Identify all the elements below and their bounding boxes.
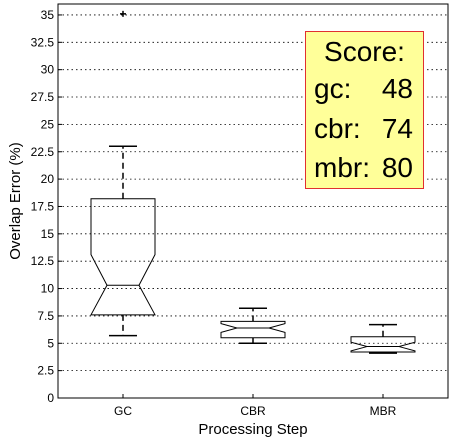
x-tick-label: MBR [370, 404, 397, 418]
y-axis-label: Overlap Error (%) [7, 142, 24, 260]
y-tick-label: 0 [47, 391, 54, 405]
box-mbr [350, 336, 416, 353]
y-tick-label: 17.5 [31, 199, 55, 213]
box-gc [90, 198, 156, 316]
y-tick-label: 2.5 [37, 364, 54, 378]
y-tick-label: 32.5 [31, 35, 55, 49]
score-row-mbr: mbr: 80 [314, 151, 417, 185]
x-tick-label: CBR [240, 404, 266, 418]
score-label: gc: [314, 73, 352, 104]
box-plots [90, 10, 416, 354]
y-tick-label: 5 [47, 336, 54, 350]
y-tick-label: 25 [41, 117, 55, 131]
x-tick-label: GC [114, 404, 132, 418]
score-label: mbr: [314, 152, 370, 183]
score-label: cbr: [314, 113, 361, 144]
y-tick-label: 12.5 [31, 254, 55, 268]
y-tick-label: 35 [41, 8, 55, 22]
y-tick-label: 15 [41, 227, 55, 241]
y-tick-label: 30 [41, 63, 55, 77]
score-row-gc: gc: 48 [314, 72, 417, 106]
y-tick-label: 22.5 [31, 145, 55, 159]
score-title: Score: [324, 36, 405, 67]
x-axis-label: Processing Step [198, 421, 307, 438]
score-value: 80 [381, 152, 413, 183]
y-tick-label: 7.5 [37, 309, 54, 323]
score-value: 74 [381, 113, 413, 144]
score-value: 48 [381, 73, 413, 104]
box-cbr [220, 320, 286, 339]
y-tick-label: 20 [41, 172, 55, 186]
score-box: Score: gc: 48 cbr: 74 mbr: 80 [305, 31, 424, 189]
axis-ticks: 0 2.5 5 7.5 10 12.5 15 17.5 20 22.5 25 27.5 30 32.5 35… [31, 8, 397, 418]
y-tick-label: 10 [41, 282, 55, 296]
y-tick-label: 27.5 [31, 90, 55, 104]
score-row-cbr: cbr: 74 [314, 112, 417, 146]
